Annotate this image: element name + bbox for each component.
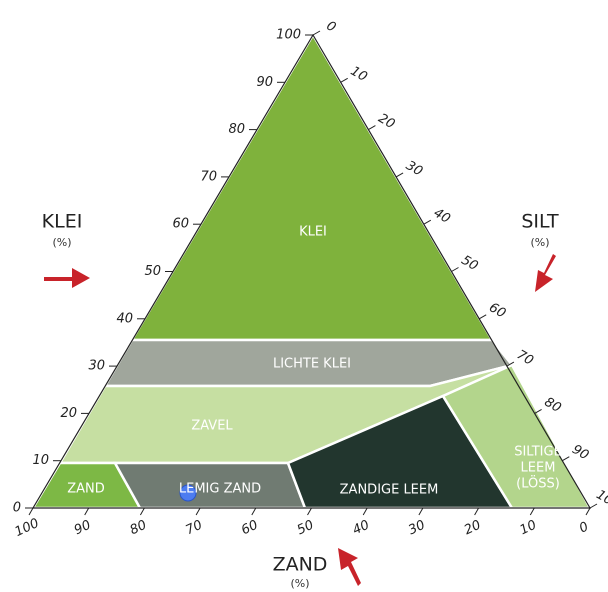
region-label: (LÖSS) — [516, 475, 560, 492]
arrow-klei — [44, 268, 90, 288]
region-label: KLEI — [299, 225, 327, 240]
tick-mark — [451, 267, 459, 272]
tick-label: 10 — [348, 64, 370, 85]
tick-label: 80 — [542, 395, 564, 416]
arrow-silt — [535, 254, 556, 292]
tick-mark — [585, 507, 591, 516]
tick-label: 20 — [375, 111, 397, 132]
arrows — [44, 254, 556, 586]
tick-label: 90 — [256, 75, 273, 90]
region-label: SILTIGE — [514, 445, 562, 460]
tick-label: 0 — [577, 519, 591, 536]
tick-mark — [340, 77, 348, 83]
tick-label: 100 — [593, 487, 608, 512]
region-label: ZAVEL — [191, 419, 233, 434]
region-label: ZAND — [67, 482, 105, 497]
axis-title: KLEI — [42, 211, 83, 233]
marker-dot — [179, 484, 197, 502]
arrow-zand — [338, 548, 361, 586]
tick-mark — [395, 172, 404, 178]
region-klei — [129, 32, 495, 342]
tick-mark — [534, 408, 542, 414]
tick-label: 10 — [32, 453, 49, 468]
tick-mark — [478, 314, 487, 320]
tick-label: 40 — [116, 311, 133, 326]
tick-label: 10 — [518, 518, 539, 539]
axis-title: ZAND — [273, 554, 328, 576]
tick-label: 70 — [200, 169, 217, 184]
tick-label: 50 — [459, 253, 481, 274]
tick-label: 90 — [72, 518, 93, 539]
tick-mark — [589, 503, 598, 509]
tick-mark — [506, 361, 515, 367]
tick-mark — [418, 507, 424, 516]
tick-label: 100 — [276, 28, 301, 43]
tick-mark — [195, 507, 201, 516]
region-label: LEMIG ZAND — [179, 482, 261, 497]
tick-label: 90 — [569, 442, 591, 463]
tick-mark — [84, 507, 90, 516]
tick-mark — [251, 507, 257, 516]
region-label: LEEM — [521, 461, 556, 476]
tick-label: 60 — [486, 300, 508, 321]
tick-label: 50 — [295, 518, 316, 539]
tick-label: 50 — [144, 264, 161, 279]
axis-unit: (%) — [290, 577, 309, 590]
region-label: LICHTE KLEI — [273, 357, 351, 372]
axis-unit: (%) — [530, 236, 549, 249]
tick-label: 80 — [228, 122, 245, 137]
tick-mark — [312, 30, 321, 36]
tick-label: 70 — [183, 518, 204, 539]
tick-label: 0 — [13, 501, 21, 516]
tick-label: 0 — [324, 18, 339, 35]
axis-title: SILT — [521, 211, 559, 233]
region-label: ZANDIGE LEEM — [340, 483, 439, 498]
tick-label: 60 — [172, 217, 189, 232]
tick-mark — [362, 507, 368, 516]
regions — [30, 32, 593, 510]
tick-label: 30 — [403, 158, 425, 179]
tick-mark — [562, 456, 570, 462]
tick-label: 100 — [13, 516, 42, 540]
axis-unit: (%) — [52, 236, 71, 249]
tick-mark — [28, 507, 34, 516]
tick-label: 70 — [514, 347, 536, 368]
tick-mark — [529, 507, 535, 516]
tick-label: 20 — [60, 406, 77, 421]
tick-label: 80 — [128, 518, 149, 539]
tick-label: 40 — [431, 206, 453, 227]
tick-mark — [368, 125, 376, 131]
tick-label: 60 — [239, 518, 260, 539]
tick-label: 40 — [351, 518, 372, 539]
tick-mark — [474, 507, 480, 516]
tick-mark — [307, 507, 312, 516]
tick-label: 20 — [462, 518, 483, 539]
tick-mark — [423, 219, 432, 225]
tick-mark — [139, 507, 145, 516]
tick-label: 30 — [406, 518, 427, 539]
tick-label: 30 — [88, 359, 105, 374]
